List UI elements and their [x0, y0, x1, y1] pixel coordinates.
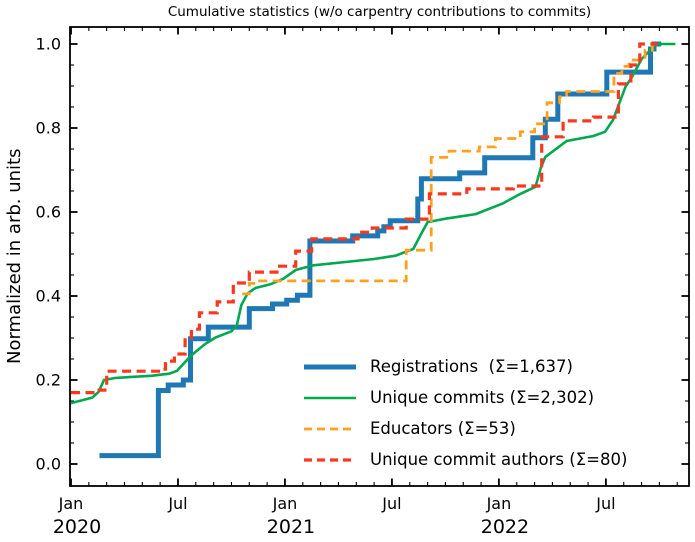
plot-frame — [69, 26, 690, 487]
x-year-label: 2020 — [53, 516, 101, 538]
chart-title: Cumulative statistics (w/o carpentry con… — [167, 4, 592, 20]
y-tick-label: 0.6 — [36, 203, 61, 222]
x-tick-label: Jul — [595, 494, 615, 513]
y-tick-label: 0.0 — [36, 455, 61, 474]
legend-label: Unique commits (Σ=2,302) — [370, 388, 595, 407]
y-tick-label: 0.8 — [36, 119, 61, 138]
y-tick-label: 0.2 — [36, 371, 61, 390]
series-registrations — [99, 41, 662, 459]
series-unique-commit-authors — [71, 42, 658, 395]
x-tick-label: Jan — [58, 494, 84, 513]
legend-label: Registrations (Σ=1,637) — [370, 357, 573, 376]
legend-item-unique-commit-authors: Unique commit authors (Σ=80) — [303, 444, 627, 475]
x-tick-label: Jan — [486, 494, 512, 513]
x-tick-label: Jan — [272, 494, 298, 513]
x-year-label: 2022 — [481, 516, 529, 538]
y-tick-label: 1.0 — [36, 35, 61, 54]
x-tick-label: Jul — [167, 494, 187, 513]
legend-line-sample — [304, 364, 356, 369]
legend-line-sample — [304, 457, 356, 462]
legend-item-unique-commits: Unique commits (Σ=2,302) — [303, 382, 627, 413]
legend-item-registrations: Registrations (Σ=1,637) — [303, 351, 627, 382]
legend-label: Unique commit authors (Σ=80) — [370, 450, 628, 469]
series-educators — [242, 42, 657, 296]
legend-line-sample — [304, 427, 356, 430]
legend-item-educators: Educators (Σ=53) — [303, 413, 627, 444]
y-axis-label: Normalized in arb. units — [4, 148, 25, 365]
y-tick-label: 0.4 — [36, 287, 61, 306]
legend-label: Educators (Σ=53) — [370, 419, 516, 438]
x-tick-label: Jul — [381, 494, 401, 513]
x-year-label: 2021 — [267, 516, 315, 538]
legend-line-sample — [304, 396, 356, 399]
legend: Registrations (Σ=1,637) Unique commits (Σ… — [303, 351, 627, 475]
series-unique-commits — [70, 42, 676, 405]
